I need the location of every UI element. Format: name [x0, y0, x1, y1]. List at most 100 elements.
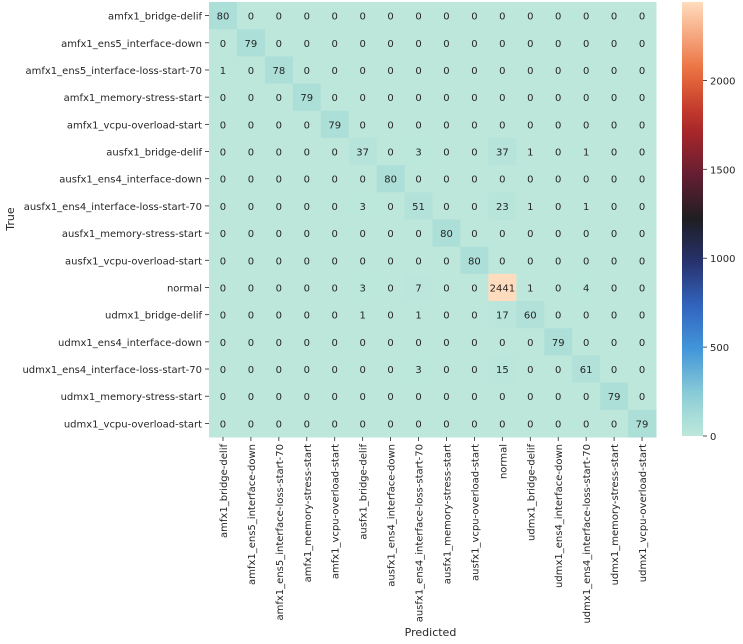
heatmap-cell-value: 0: [499, 175, 505, 186]
heatmap-cell: [376, 192, 406, 220]
y-tick-label: amfx1_ens5_interface-down: [61, 39, 202, 50]
heatmap-cell: [264, 56, 294, 85]
heatmap-cell: [292, 219, 322, 248]
heatmap-cell: [264, 29, 294, 57]
heatmap-cell-value: 0: [611, 148, 617, 159]
heatmap-cell: [572, 2, 601, 30]
heatmap-cell: [572, 301, 601, 329]
heatmap-cell: [516, 273, 545, 302]
heatmap-cell-value: 0: [248, 256, 254, 267]
y-tick-label: amfx1_bridge-delif: [108, 12, 202, 23]
heatmap-cell: [404, 192, 433, 220]
heatmap-cell-value: 0: [304, 392, 310, 403]
heatmap-cell-value: 0: [415, 419, 421, 430]
heatmap-cell-value: 0: [527, 256, 533, 267]
heatmap-cell: [432, 110, 461, 139]
heatmap-cell-value: 0: [583, 93, 589, 104]
heatmap-cell-value: 1: [527, 148, 533, 159]
heatmap-cell-value: 0: [220, 39, 226, 50]
heatmap-cell-value: 0: [639, 39, 645, 50]
heatmap-cell: [264, 110, 294, 139]
y-tick-label: amfx1_memory-stress-start: [64, 93, 202, 104]
y-tick-label: udmx1_bridge-delif: [105, 311, 202, 322]
heatmap-cell: [264, 219, 294, 248]
heatmap-cell-value: 0: [555, 229, 561, 240]
heatmap-cell-value: 0: [387, 39, 393, 50]
heatmap-cell-value: 0: [248, 365, 254, 376]
heatmap-cell: [460, 165, 489, 193]
heatmap-cell: [236, 137, 266, 166]
heatmap-cell: [209, 246, 238, 275]
heatmap-cell: [628, 219, 657, 248]
heatmap-cell: [320, 56, 350, 85]
heatmap-cell: [236, 409, 266, 438]
heatmap-cell-value: 0: [443, 93, 449, 104]
heatmap-cell: [264, 83, 294, 112]
heatmap-cell-value: 0: [220, 229, 226, 240]
heatmap-cell-value: 0: [415, 392, 421, 403]
heatmap-cell-value: 1: [583, 148, 589, 159]
colorbar-tick-label: 0: [710, 432, 716, 443]
heatmap-cell-value: 0: [304, 311, 310, 322]
heatmap-cell-value: 80: [468, 256, 481, 267]
heatmap-cell: [488, 382, 517, 411]
heatmap-cell: [432, 246, 461, 275]
heatmap-cell-value: 0: [611, 256, 617, 267]
heatmap-cell-value: 0: [387, 419, 393, 430]
heatmap-cell-value: 0: [220, 120, 226, 131]
heatmap-cell: [488, 29, 517, 57]
y-tick-label: udmx1_ens4_interface-down: [58, 338, 202, 349]
heatmap-cell: [572, 328, 601, 356]
heatmap-cell: [236, 328, 266, 356]
heatmap-cell-value: 0: [220, 175, 226, 186]
heatmap-cell-value: 0: [276, 175, 282, 186]
heatmap-cell: [516, 29, 545, 57]
colorbar-tick-label: 2000: [710, 76, 735, 87]
heatmap-cell-value: 0: [499, 120, 505, 131]
heatmap-cell: [600, 328, 629, 356]
heatmap-cell-value: 0: [555, 66, 561, 77]
heatmap-cell: [488, 409, 517, 438]
heatmap-cell-value: 0: [555, 12, 561, 23]
heatmap-cell-value: 0: [471, 12, 477, 23]
heatmap-cell: [292, 382, 322, 411]
heatmap-cell-value: 0: [248, 120, 254, 131]
heatmap-cell-value: 1: [527, 202, 533, 213]
heatmap-cell-value: 79: [608, 392, 621, 403]
heatmap-cell: [348, 246, 378, 275]
heatmap-cell-value: 0: [639, 256, 645, 267]
heatmap-cell: [572, 219, 601, 248]
heatmap-cell: [320, 83, 350, 112]
heatmap-cell-value: 1: [359, 311, 365, 322]
heatmap-cell-value: 0: [555, 256, 561, 267]
heatmap-cell-value: 37: [496, 148, 509, 159]
heatmap-cell: [460, 246, 489, 275]
heatmap-cell: [292, 2, 322, 30]
heatmap-cell: [516, 56, 545, 85]
heatmap-cell-value: 0: [443, 202, 449, 213]
heatmap-cell: [516, 137, 545, 166]
heatmap-cell: [432, 137, 461, 166]
heatmap-cell-value: 0: [639, 338, 645, 349]
heatmap-cell: [544, 273, 573, 302]
heatmap-cell: [292, 192, 322, 220]
heatmap-cell: [376, 83, 406, 112]
heatmap-cell: [432, 219, 461, 248]
heatmap-cell-value: 0: [387, 229, 393, 240]
heatmap-cell-value: 79: [552, 338, 565, 349]
heatmap-cell: [320, 137, 350, 166]
heatmap-cell-value: 0: [276, 93, 282, 104]
heatmap-cell-value: 0: [527, 12, 533, 23]
heatmap-cell-value: 0: [332, 12, 338, 23]
heatmap-cell-value: 0: [527, 419, 533, 430]
heatmap-cell-value: 79: [300, 93, 313, 104]
heatmap-cell: [628, 137, 657, 166]
heatmap-cell-value: 1: [415, 311, 421, 322]
heatmap-cell-value: 0: [499, 93, 505, 104]
heatmap-cell: [348, 137, 378, 166]
heatmap-cell-value: 0: [248, 419, 254, 430]
heatmap-cell-value: 79: [328, 120, 341, 131]
heatmap-cell: [264, 2, 294, 30]
heatmap-cell: [264, 409, 294, 438]
heatmap-cell-value: 0: [359, 39, 365, 50]
